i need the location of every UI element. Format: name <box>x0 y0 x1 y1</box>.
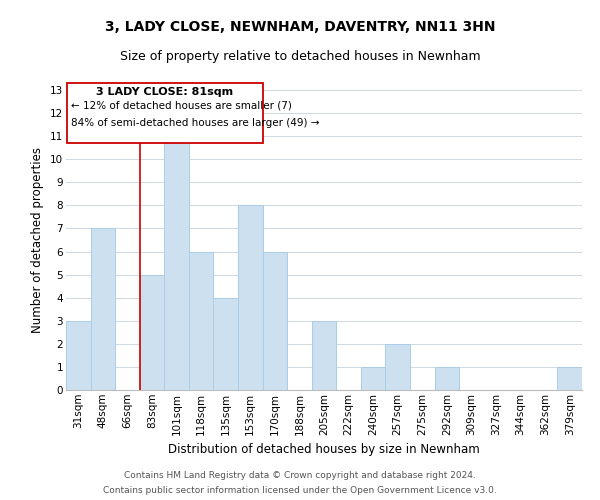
X-axis label: Distribution of detached houses by size in Newnham: Distribution of detached houses by size … <box>168 443 480 456</box>
Bar <box>140 274 164 390</box>
Bar <box>238 206 263 390</box>
Bar <box>189 252 214 390</box>
Y-axis label: Number of detached properties: Number of detached properties <box>31 147 44 333</box>
FancyBboxPatch shape <box>67 83 263 143</box>
Bar <box>312 321 336 390</box>
Bar <box>385 344 410 390</box>
Bar <box>164 136 189 390</box>
Text: Contains HM Land Registry data © Crown copyright and database right 2024.: Contains HM Land Registry data © Crown c… <box>124 471 476 480</box>
Text: 3, LADY CLOSE, NEWNHAM, DAVENTRY, NN11 3HN: 3, LADY CLOSE, NEWNHAM, DAVENTRY, NN11 3… <box>105 20 495 34</box>
Text: 84% of semi-detached houses are larger (49) →: 84% of semi-detached houses are larger (… <box>71 118 319 128</box>
Bar <box>91 228 115 390</box>
Bar <box>361 367 385 390</box>
Bar <box>66 321 91 390</box>
Text: Size of property relative to detached houses in Newnham: Size of property relative to detached ho… <box>119 50 481 63</box>
Bar <box>263 252 287 390</box>
Bar <box>434 367 459 390</box>
Text: ← 12% of detached houses are smaller (7): ← 12% of detached houses are smaller (7) <box>71 100 292 110</box>
Text: Contains public sector information licensed under the Open Government Licence v3: Contains public sector information licen… <box>103 486 497 495</box>
Text: 3 LADY CLOSE: 81sqm: 3 LADY CLOSE: 81sqm <box>96 86 233 97</box>
Bar <box>557 367 582 390</box>
Bar <box>214 298 238 390</box>
